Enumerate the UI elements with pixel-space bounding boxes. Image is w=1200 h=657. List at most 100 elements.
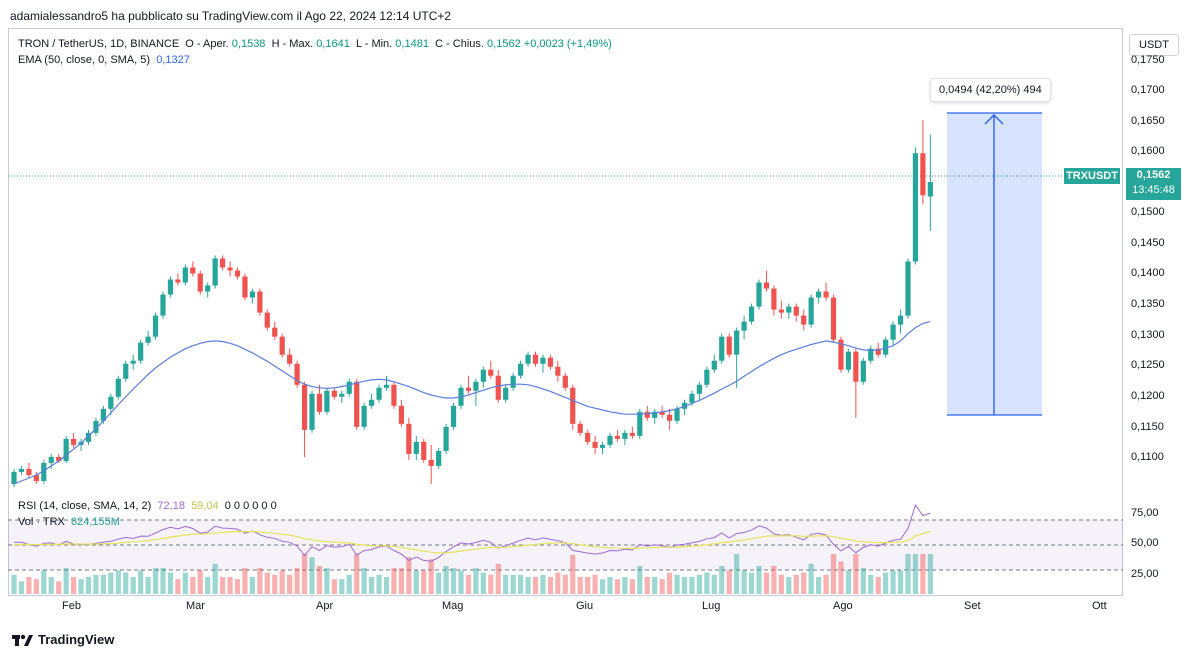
candle[interactable]	[190, 267, 196, 274]
candle[interactable]	[562, 375, 568, 388]
candle[interactable]	[301, 384, 308, 430]
candle[interactable]	[391, 384, 397, 406]
candle[interactable]	[220, 258, 226, 268]
candle[interactable]	[316, 393, 323, 412]
candle[interactable]	[518, 363, 524, 376]
candle[interactable]	[361, 405, 367, 427]
candle[interactable]	[920, 153, 926, 196]
candle[interactable]	[927, 182, 933, 197]
candle[interactable]	[272, 327, 278, 337]
candle[interactable]	[354, 381, 360, 427]
candle[interactable]	[525, 354, 531, 364]
candle[interactable]	[614, 435, 621, 439]
candle[interactable]	[71, 438, 77, 445]
candle[interactable]	[786, 306, 792, 313]
candle[interactable]	[763, 282, 770, 289]
candle[interactable]	[11, 471, 17, 484]
candle[interactable]	[197, 273, 203, 292]
candle[interactable]	[436, 450, 442, 466]
volume-label[interactable]: Vol · TRX	[18, 516, 65, 528]
candle[interactable]	[719, 336, 725, 361]
candle[interactable]	[309, 393, 315, 430]
candle[interactable]	[212, 258, 218, 286]
candle[interactable]	[845, 351, 851, 370]
candle[interactable]	[257, 291, 263, 313]
candle[interactable]	[287, 354, 293, 364]
candle[interactable]	[443, 426, 449, 451]
candle[interactable]	[689, 393, 695, 403]
candle[interactable]	[905, 261, 911, 316]
candle[interactable]	[793, 306, 799, 316]
candle[interactable]	[294, 363, 300, 385]
candle[interactable]	[860, 360, 866, 382]
candle[interactable]	[778, 309, 784, 313]
candle[interactable]	[160, 294, 166, 316]
candle[interactable]	[883, 339, 889, 355]
candle[interactable]	[823, 291, 829, 298]
candle[interactable]	[503, 387, 509, 400]
candle[interactable]	[637, 411, 643, 436]
candle[interactable]	[853, 351, 859, 382]
candle[interactable]	[674, 408, 680, 421]
rsi-label[interactable]: RSI (14, close, SMA, 14, 2)	[18, 500, 152, 512]
candle[interactable]	[175, 279, 181, 283]
candle[interactable]	[816, 291, 822, 298]
currency-button[interactable]: USDT	[1129, 34, 1179, 56]
candle[interactable]	[85, 432, 92, 442]
candle[interactable]	[465, 387, 472, 391]
candle[interactable]	[383, 384, 390, 388]
candle[interactable]	[48, 456, 54, 463]
candle[interactable]	[607, 435, 613, 445]
candle[interactable]	[726, 336, 732, 355]
candle[interactable]	[696, 384, 702, 394]
candle[interactable]	[108, 396, 114, 409]
candle[interactable]	[473, 381, 479, 391]
candle[interactable]	[540, 357, 546, 364]
candle[interactable]	[346, 381, 352, 394]
candle[interactable]	[495, 375, 501, 400]
candle[interactable]	[555, 366, 561, 376]
candle[interactable]	[629, 432, 635, 436]
candle[interactable]	[18, 468, 25, 472]
candle[interactable]	[652, 411, 658, 418]
candle[interactable]	[644, 411, 650, 418]
candle[interactable]	[167, 279, 174, 295]
candle[interactable]	[428, 459, 434, 466]
candle[interactable]	[324, 390, 330, 412]
candle[interactable]	[123, 363, 129, 379]
candle[interactable]	[875, 348, 881, 355]
candle[interactable]	[421, 441, 427, 460]
candle[interactable]	[249, 291, 255, 298]
candle[interactable]	[138, 342, 144, 361]
candle[interactable]	[63, 438, 69, 462]
candle[interactable]	[115, 378, 121, 397]
candle[interactable]	[897, 315, 904, 325]
candle[interactable]	[227, 267, 233, 271]
candle[interactable]	[868, 348, 874, 361]
candle[interactable]	[41, 462, 47, 481]
candle[interactable]	[450, 405, 457, 427]
candle[interactable]	[480, 369, 486, 382]
candle[interactable]	[205, 285, 211, 292]
candle[interactable]	[488, 369, 494, 376]
candle[interactable]	[413, 441, 419, 454]
candle[interactable]	[808, 297, 814, 325]
candle[interactable]	[547, 357, 553, 367]
candle[interactable]	[622, 432, 628, 439]
candle[interactable]	[659, 411, 665, 415]
candle[interactable]	[152, 315, 159, 337]
candle[interactable]	[592, 441, 598, 448]
candle[interactable]	[756, 282, 762, 307]
candle[interactable]	[667, 414, 673, 421]
candle[interactable]	[369, 399, 375, 406]
candle[interactable]	[130, 360, 136, 364]
candle[interactable]	[93, 420, 99, 433]
candle[interactable]	[26, 468, 32, 475]
candle[interactable]	[741, 321, 747, 331]
candle[interactable]	[331, 390, 337, 397]
candle[interactable]	[264, 312, 270, 328]
candle[interactable]	[398, 405, 404, 424]
candle[interactable]	[838, 339, 844, 370]
candle[interactable]	[711, 360, 717, 370]
